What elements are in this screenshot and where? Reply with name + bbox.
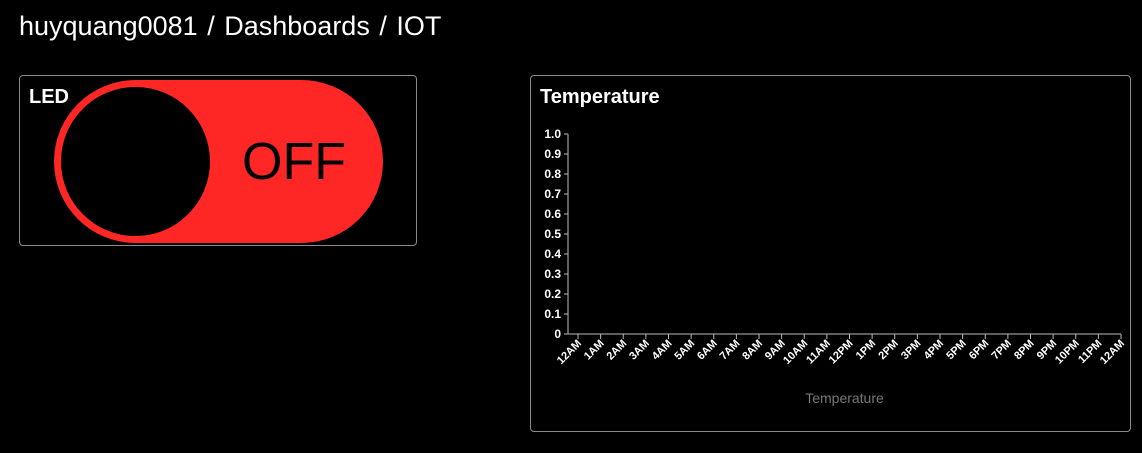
y-tick-label: 0.5 [544,227,561,241]
x-tick-label: 11AM [804,338,833,367]
led-toggle-switch[interactable]: OFF [54,80,383,243]
toggle-state-label: OFF [242,133,346,191]
x-tick-label: 10PM [1053,338,1082,367]
x-tick-label: 12PM [827,338,856,367]
x-tick-label: 2AM [604,338,629,363]
x-tick-label: 6PM [967,338,991,362]
breadcrumb-current-dashboard: IOT [396,11,442,41]
breadcrumb-separator: / [207,11,215,41]
x-tick-label: 2PM [876,338,900,362]
y-tick-label: 0.6 [544,207,561,221]
y-tick-label: 0 [554,327,561,341]
x-tick-label: 5AM [672,338,697,363]
y-tick-label: 0.1 [544,307,561,321]
led-widget-title: LED [29,86,69,108]
x-tick-label: 3PM [899,338,923,362]
y-tick-label: 0.8 [544,167,561,181]
x-tick-label: 4PM [922,338,946,362]
x-tick-label: 7PM [990,338,1014,362]
x-axis-label: Temperature [805,390,884,406]
toggle-knob[interactable] [61,87,210,236]
temperature-widget-card: Temperature 0 0.1 0.2 0.3 0.4 0.5 0.6 0.7 0.8 0.9… [530,75,1131,432]
x-tick-label: 1AM [582,338,607,363]
x-tick-label: 3AM [627,338,652,363]
x-tick-label: 5PM [944,338,968,362]
breadcrumb-separator: / [379,11,387,41]
y-tick-label: 0.7 [544,187,561,201]
temperature-widget-title: Temperature [540,86,660,108]
x-tick-label: 1PM [854,338,878,362]
y-tick-label: 0.4 [544,247,561,261]
y-tick-label: 1.0 [544,127,561,141]
led-widget-card: OFF LED [19,75,417,246]
breadcrumb-dashboards-link[interactable]: Dashboards [224,11,370,41]
x-tick-label: 12AM [1098,338,1127,367]
x-tick-label: 6AM [695,338,720,363]
breadcrumb: huyquang0081 / Dashboards / IOT [19,9,441,43]
x-tick-label: 8AM [740,338,765,363]
x-tick-label: 10AM [781,338,810,367]
y-tick-label: 0.3 [544,267,561,281]
y-tick-label: 0.2 [544,287,561,301]
y-tick-label: 0.9 [544,147,561,161]
temperature-chart: 00.10.20.30.40.50.60.70.80.91.012AM1AM2A… [544,127,1127,406]
x-tick-label: 7AM [718,338,743,363]
x-tick-label: 4AM [650,338,675,363]
x-tick-label: 8PM [1012,338,1036,362]
x-tick-label: 12AM [555,338,584,367]
breadcrumb-user-link[interactable]: huyquang0081 [19,11,198,41]
